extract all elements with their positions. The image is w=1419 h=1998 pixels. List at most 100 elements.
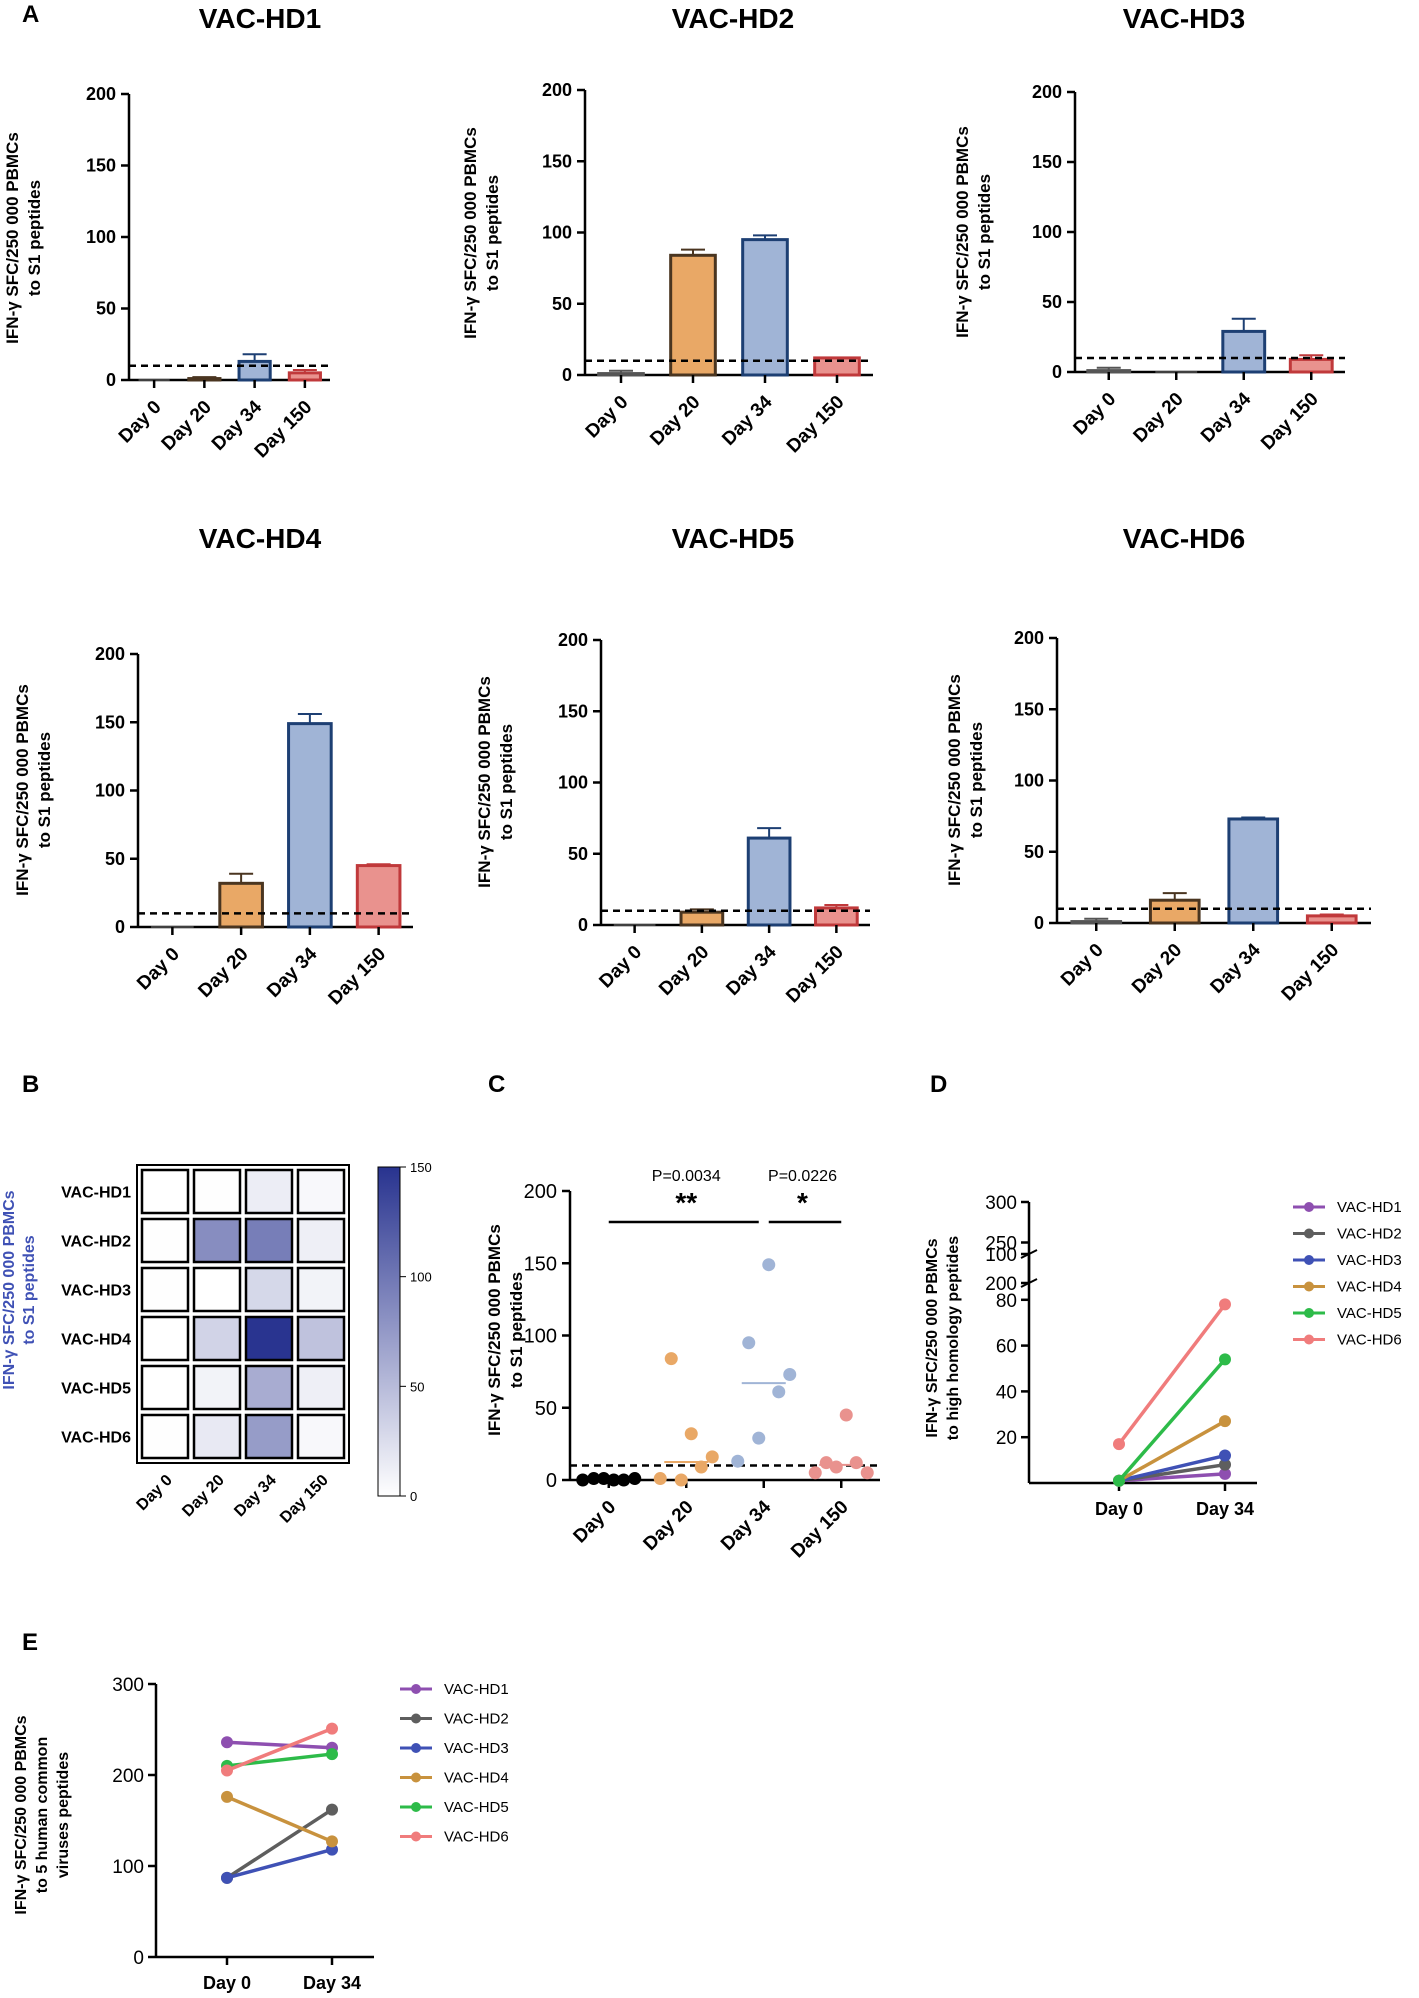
legend-label: VAC-HD5 bbox=[1337, 1305, 1402, 1322]
y-tick-label: 300 bbox=[112, 1675, 144, 1696]
legend-swatch-dot bbox=[411, 1684, 421, 1694]
x-tick-label: Day 0 bbox=[1057, 940, 1108, 991]
heatmap-cell bbox=[244, 1315, 294, 1362]
x-tick-label: Day 20 bbox=[640, 1497, 698, 1555]
series-point bbox=[1219, 1467, 1231, 1480]
colorbar-tick-label: 150 bbox=[410, 1160, 432, 1175]
data-point bbox=[694, 1460, 708, 1474]
legend-swatch-dot bbox=[1304, 1202, 1314, 1212]
y-tick-label: 50 bbox=[105, 849, 125, 869]
data-point bbox=[684, 1427, 698, 1441]
bar-day-34 bbox=[741, 238, 789, 377]
y-tick-label: 0 bbox=[1052, 362, 1062, 382]
x-tick-label: Day 34 bbox=[303, 1973, 361, 1993]
p-value: P=0.0034 bbox=[652, 1168, 721, 1185]
heatmap-cell bbox=[244, 1168, 294, 1215]
y-axis-label: IFN-γ SFC/250 000 PBMCs bbox=[13, 684, 32, 896]
data-point bbox=[839, 1408, 853, 1422]
data-point bbox=[674, 1473, 688, 1487]
y-tick-label: 300 bbox=[985, 1193, 1017, 1214]
y-axis-label: IFN-γ SFC/250 000 PBMCs bbox=[924, 1238, 941, 1437]
series-point bbox=[1219, 1415, 1231, 1428]
y-tick-label: 0 bbox=[1034, 913, 1044, 933]
y-tick-label: 150 bbox=[542, 151, 572, 171]
y-tick-label: 100 bbox=[1032, 222, 1062, 242]
x-tick-label: Day 150 bbox=[787, 1497, 853, 1563]
x-tick-label: Day 34 bbox=[1196, 1499, 1254, 1519]
y-axis-label: viruses peptides bbox=[55, 1752, 72, 1878]
y-axis-label: to S1 peptides bbox=[507, 1272, 526, 1388]
series-point bbox=[1219, 1298, 1231, 1311]
heatmap-frame bbox=[136, 1164, 350, 1464]
legend-swatch-dot bbox=[411, 1772, 421, 1783]
p-value: P=0.0226 bbox=[768, 1168, 837, 1185]
legend-label: VAC-HD3 bbox=[444, 1740, 509, 1757]
colorbar-tick-label: 50 bbox=[410, 1379, 424, 1394]
data-point bbox=[664, 1352, 678, 1366]
x-tick-label: Day 34 bbox=[263, 943, 321, 1001]
chart-title: VAC-HD6 bbox=[1123, 523, 1245, 554]
legend-label: VAC-HD2 bbox=[1337, 1226, 1402, 1243]
bar-day-0 bbox=[1086, 369, 1132, 374]
series-line-vac-hd6 bbox=[226, 1726, 333, 1773]
x-tick-label: Day 20 bbox=[194, 944, 252, 1002]
y-tick-label: 50 bbox=[552, 294, 572, 314]
significance-stars: * bbox=[797, 1187, 808, 1218]
series-point bbox=[1219, 1449, 1231, 1462]
bar-day-20 bbox=[669, 253, 717, 377]
y-tick-label: 100 bbox=[985, 1245, 1017, 1266]
series-point bbox=[326, 1748, 338, 1761]
y-tick-label: 50 bbox=[1024, 842, 1044, 862]
x-tick-label: Day 0 bbox=[133, 944, 184, 995]
x-tick-label: Day 150 bbox=[325, 944, 391, 1010]
y-tick-label: 150 bbox=[524, 1253, 557, 1275]
bar-day-150 bbox=[1305, 914, 1358, 925]
heatmap-cell bbox=[244, 1364, 294, 1411]
heatmap-cell bbox=[244, 1217, 294, 1264]
data-point bbox=[653, 1472, 667, 1486]
x-tick-label: Day 34 bbox=[722, 941, 780, 999]
legend-label: VAC-HD1 bbox=[444, 1681, 509, 1698]
heatmap-y-label: to S1 peptides bbox=[21, 1235, 38, 1344]
y-tick-label: 0 bbox=[546, 1470, 557, 1492]
y-tick-label: 200 bbox=[985, 1274, 1017, 1295]
heatmap-cell bbox=[192, 1217, 242, 1264]
y-tick-label: 100 bbox=[1014, 771, 1044, 791]
heatmap-cell bbox=[244, 1266, 294, 1313]
y-tick-label: 100 bbox=[542, 223, 572, 243]
series-line-vac-hd3 bbox=[1118, 1453, 1226, 1483]
legend-label: VAC-HD4 bbox=[1337, 1279, 1402, 1296]
heatmap-cell bbox=[296, 1364, 346, 1411]
data-point bbox=[628, 1472, 642, 1486]
heatmap-row-label: VAC-HD6 bbox=[61, 1430, 131, 1447]
panel-label-C: C bbox=[488, 1071, 505, 1098]
heatmap-col-label: Day 34 bbox=[231, 1472, 280, 1521]
y-tick-label: 60 bbox=[996, 1337, 1017, 1358]
y-tick-label: 50 bbox=[568, 844, 588, 864]
heatmap-cell bbox=[192, 1168, 242, 1215]
heatmap-row-label: VAC-HD4 bbox=[61, 1332, 131, 1349]
x-tick-label: Day 0 bbox=[570, 1497, 621, 1548]
bar-day-20 bbox=[218, 881, 264, 929]
series-line-vac-hd2 bbox=[226, 1808, 333, 1880]
y-axis-label: to high homology peptides bbox=[945, 1236, 962, 1441]
y-tick-label: 50 bbox=[535, 1398, 557, 1420]
x-tick-label: Day 34 bbox=[1197, 388, 1255, 446]
y-tick-label: 0 bbox=[578, 915, 588, 935]
series-point bbox=[326, 1835, 338, 1848]
x-tick-label: Day 20 bbox=[1128, 940, 1186, 998]
data-point bbox=[829, 1460, 843, 1474]
data-point bbox=[576, 1473, 590, 1487]
legend-swatch-dot bbox=[1304, 1228, 1314, 1239]
x-tick-label: Day 20 bbox=[646, 392, 704, 450]
chart-title: VAC-HD1 bbox=[199, 3, 321, 34]
data-point bbox=[819, 1456, 833, 1470]
x-tick-label: Day 20 bbox=[655, 942, 713, 1000]
series-point bbox=[326, 1722, 338, 1735]
x-tick-label: Day 150 bbox=[783, 392, 849, 458]
series-point bbox=[1113, 1438, 1125, 1451]
y-tick-label: 0 bbox=[133, 1948, 144, 1969]
y-axis-label: to S1 peptides bbox=[967, 722, 986, 838]
heatmap-cell bbox=[140, 1217, 190, 1264]
